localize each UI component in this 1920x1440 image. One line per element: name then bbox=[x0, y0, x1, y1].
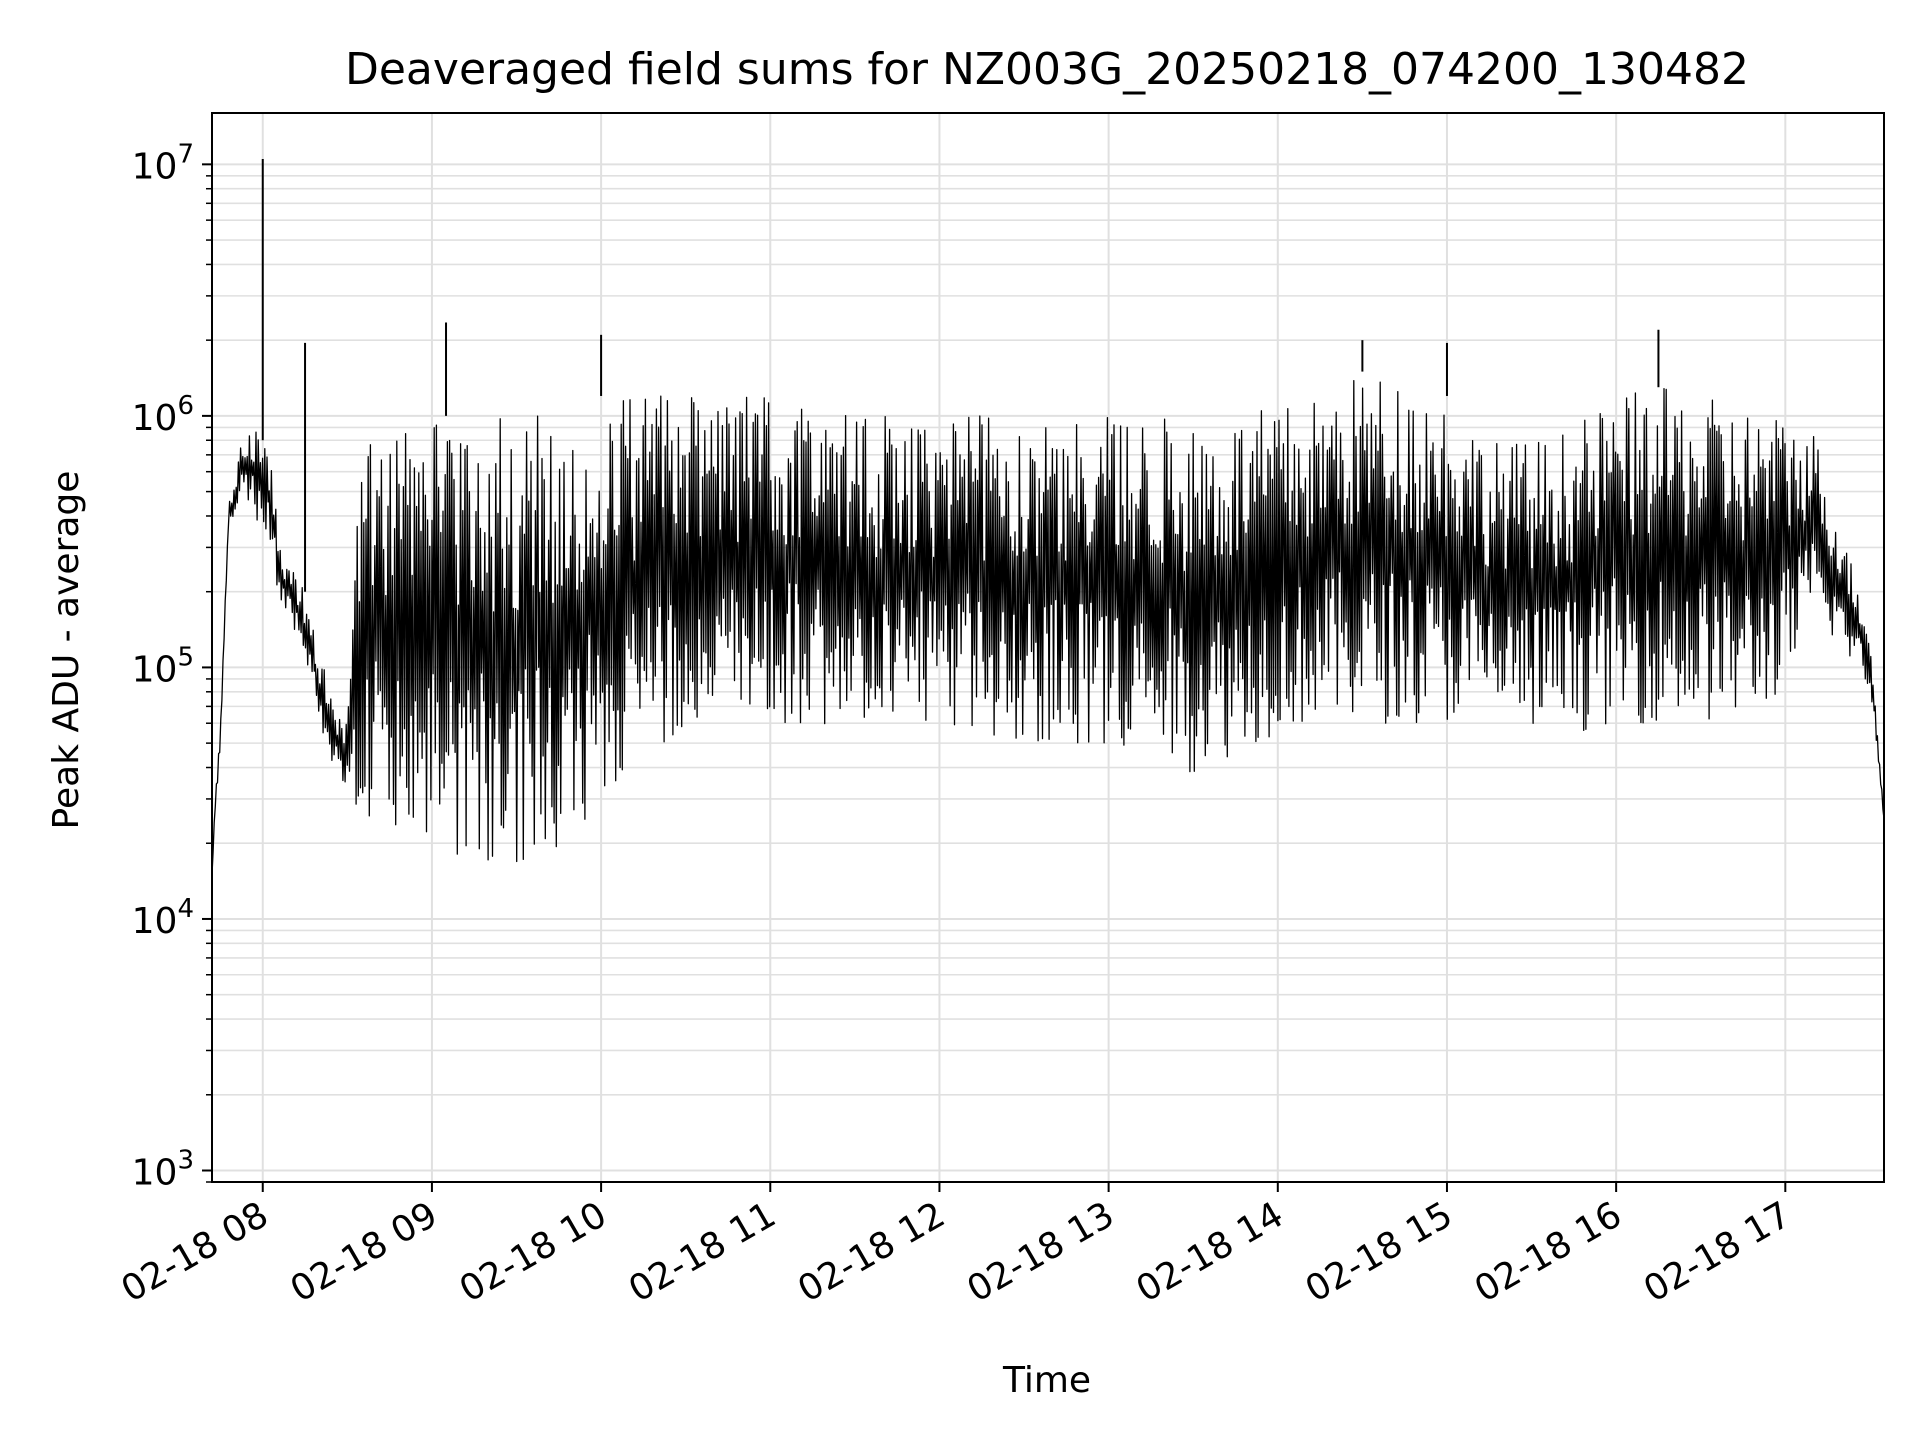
y-tick-exponent: 6 bbox=[177, 391, 194, 421]
grid bbox=[212, 113, 1884, 1183]
y-tick-base: 10 bbox=[132, 398, 178, 439]
y-tick-base: 10 bbox=[132, 1152, 178, 1193]
x-axis-label: Time bbox=[1002, 1360, 1091, 1401]
y-tick-label: 106 bbox=[132, 391, 194, 439]
y-tick-label: 104 bbox=[132, 894, 194, 942]
chart-title: Deaveraged field sums for NZ003G_2025021… bbox=[345, 44, 1749, 95]
series-line bbox=[211, 379, 1885, 875]
y-tick-exponent: 5 bbox=[177, 642, 194, 672]
y-tick-exponent: 4 bbox=[177, 894, 194, 924]
y-axis-label: Peak ADU - average bbox=[46, 471, 87, 830]
y-tick-base: 10 bbox=[132, 901, 178, 942]
y-tick-label: 107 bbox=[132, 139, 194, 187]
y-tick-exponent: 7 bbox=[177, 139, 194, 169]
data-line bbox=[211, 159, 1885, 875]
y-tick-base: 10 bbox=[132, 146, 178, 187]
y-tick-label: 105 bbox=[132, 642, 194, 690]
y-tick-exponent: 3 bbox=[177, 1145, 194, 1175]
y-tick-label: 103 bbox=[132, 1145, 194, 1193]
y-tick-base: 10 bbox=[132, 649, 178, 690]
plot-frame bbox=[211, 112, 1885, 1183]
